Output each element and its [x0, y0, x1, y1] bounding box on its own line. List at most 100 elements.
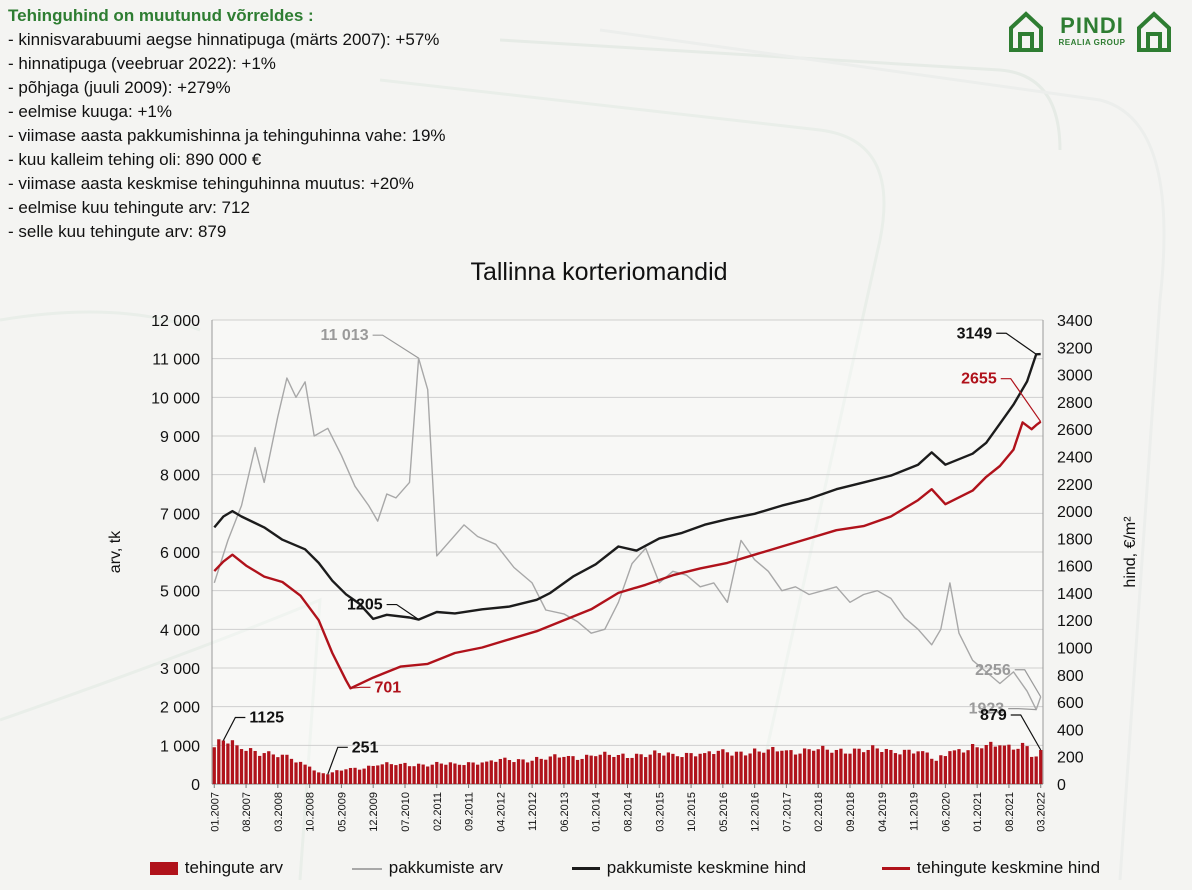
bar: [357, 769, 362, 784]
bar: [298, 761, 303, 784]
bar: [884, 748, 888, 784]
bar: [662, 755, 666, 784]
x-tick-label: 03.2008: [273, 792, 285, 832]
bar: [230, 740, 235, 784]
bar: [489, 760, 493, 784]
bar: [925, 752, 929, 784]
bar: [753, 748, 757, 784]
bar: [353, 767, 357, 784]
bar: [226, 743, 230, 784]
bar: [1030, 756, 1034, 784]
x-tick-label: 12.2016: [750, 792, 762, 832]
bar: [848, 753, 852, 784]
data-label: 1205: [347, 597, 383, 614]
bar: [330, 772, 334, 784]
x-tick-label: 04.2012: [495, 792, 507, 832]
bar: [821, 745, 825, 784]
bar: [267, 751, 271, 784]
bar: [362, 768, 366, 784]
bar: [639, 754, 643, 784]
bar: [739, 751, 743, 784]
y2-tick-label: 800: [1057, 668, 1084, 685]
house-icon: [1009, 11, 1043, 52]
bar: [707, 751, 711, 784]
bar: [444, 764, 448, 784]
bar: [948, 751, 952, 784]
bar: [970, 744, 975, 784]
bar: [580, 758, 584, 784]
bar: [916, 751, 920, 784]
bar: [743, 755, 748, 784]
bar: [812, 750, 816, 784]
bar: [480, 762, 484, 784]
pindi-logo: PINDI REALIA GROUP: [1008, 10, 1172, 56]
summary-item: - viimase aasta pakkumishinna ja tehingu…: [8, 126, 446, 145]
bar: [258, 755, 262, 784]
y2-tick-label: 600: [1057, 695, 1084, 712]
bar: [557, 757, 562, 784]
summary-item: - selle kuu tehingute arv: 879: [8, 222, 227, 241]
bar: [525, 762, 530, 784]
bar: [684, 752, 689, 784]
data-label: 879: [980, 707, 1007, 724]
x-tick-label: 01.2007: [209, 792, 221, 832]
legend-item-tehingute-arv: tehingute arv: [150, 858, 283, 878]
annotation-leader: [372, 334, 419, 359]
bar: [262, 753, 266, 784]
bar: [421, 764, 425, 784]
bar: [648, 754, 652, 784]
y2-tick-label: 3200: [1057, 340, 1093, 357]
bar: [839, 748, 843, 784]
bar: [989, 741, 993, 784]
bar: [453, 763, 457, 784]
bar: [630, 757, 634, 784]
annotation-leader: [350, 686, 371, 689]
bar: [575, 759, 580, 784]
bar: [598, 754, 602, 784]
y2-tick-label: 2800: [1057, 395, 1093, 412]
bar: [307, 766, 312, 784]
bar: [1034, 756, 1038, 784]
legend-swatch: [352, 867, 382, 870]
bar: [607, 754, 611, 784]
y2-tick-label: 1800: [1057, 531, 1093, 548]
bar: [594, 756, 598, 784]
bar: [603, 751, 607, 784]
annotation-leader: [1000, 378, 1042, 423]
y-tick-label: 3 000: [160, 661, 200, 678]
bar: [793, 754, 798, 784]
bar: [775, 751, 779, 784]
annotation-leader: [222, 716, 246, 741]
y2-tick-label: 3000: [1057, 368, 1093, 385]
annotation-leader: [1014, 669, 1042, 698]
y2-tick-label: 1200: [1057, 613, 1093, 630]
y2-tick-label: 3400: [1057, 313, 1093, 330]
x-tick-label: 09.2018: [845, 792, 857, 832]
legend-swatch: [572, 867, 600, 871]
summary-item: - põhjaga (juuli 2009): +279%: [8, 78, 231, 97]
bar: [507, 760, 512, 784]
bar: [852, 748, 857, 784]
bar: [698, 753, 702, 784]
bar: [503, 757, 507, 784]
bar: [289, 758, 294, 784]
x-tick-label: 10.2015: [686, 792, 698, 832]
legend-item-pakkumiste-keskmine-hind: pakkumiste keskmine hind: [572, 858, 806, 878]
bar: [780, 750, 784, 784]
annotation-leader: [996, 332, 1037, 355]
bar: [430, 764, 434, 784]
data-label: 701: [375, 679, 402, 696]
bar: [380, 764, 384, 784]
bar: [539, 758, 543, 784]
bar: [403, 762, 407, 784]
bar: [1007, 744, 1011, 784]
bar: [321, 773, 325, 784]
bar: [407, 766, 412, 784]
bar: [212, 747, 216, 784]
bar: [217, 739, 221, 784]
bar: [498, 758, 502, 784]
bar: [748, 753, 752, 784]
bar: [653, 750, 657, 784]
y-tick-label: 8 000: [160, 468, 200, 485]
y2-tick-label: 2400: [1057, 449, 1093, 466]
